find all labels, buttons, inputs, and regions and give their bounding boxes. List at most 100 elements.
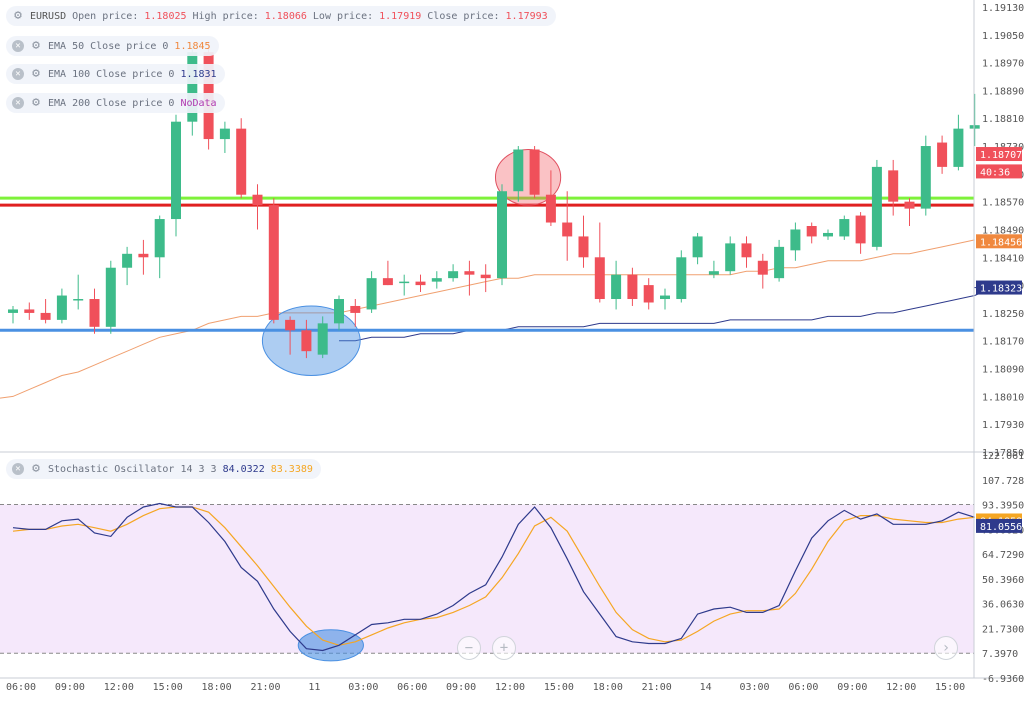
low-label: Low price:	[312, 10, 374, 22]
time-tick-label: 06:00	[788, 682, 818, 693]
candle-body	[790, 229, 801, 251]
candle-body	[969, 125, 980, 129]
candle	[122, 246, 133, 286]
gear-icon[interactable]: ⚙	[32, 461, 40, 476]
stoch-tick-label: 36.0630	[982, 600, 1024, 611]
candle	[969, 93, 980, 147]
candle-body	[823, 232, 833, 237]
candle	[350, 299, 361, 327]
candle	[464, 260, 475, 296]
price-badge-label: 40:36	[980, 167, 1010, 178]
candle	[594, 222, 605, 303]
zoom-in-button[interactable]: +	[492, 636, 516, 660]
candle-body	[513, 149, 524, 192]
price-tick-label: 1.18570	[982, 198, 1024, 209]
candle	[562, 191, 573, 261]
candle	[611, 260, 622, 310]
candle	[937, 135, 948, 174]
time-tick-label: 09:00	[837, 682, 867, 693]
candle-body	[497, 191, 507, 279]
candle-body	[317, 323, 328, 355]
close-circle-icon[interactable]: ✕	[12, 97, 24, 109]
gear-icon[interactable]: ⚙	[14, 8, 22, 23]
candle-body	[741, 243, 752, 258]
candle	[545, 170, 556, 226]
gear-icon[interactable]: ⚙	[32, 66, 40, 81]
candle-body	[888, 170, 899, 202]
ema100-label: EMA 100 Close price 0	[48, 68, 175, 80]
time-tick-label: 15:00	[544, 682, 574, 693]
candle	[105, 260, 116, 334]
candle-body	[627, 274, 638, 300]
candle	[904, 198, 915, 226]
price-badge	[976, 234, 1022, 249]
candle	[89, 288, 100, 334]
candle-body	[366, 278, 377, 310]
stoch-badge	[976, 518, 1022, 533]
open-value: 1.18025	[144, 10, 187, 22]
candle	[56, 288, 67, 324]
candle	[24, 302, 35, 320]
price-pane[interactable]	[0, 41, 992, 399]
candle	[219, 121, 230, 153]
candle	[334, 295, 344, 331]
candle	[839, 215, 850, 240]
candle	[285, 316, 296, 355]
candle-body	[904, 201, 915, 209]
close-value: 1.17993	[505, 10, 548, 22]
ema50-label: EMA 50 Close price 0	[48, 40, 169, 52]
time-tick-label: 15:00	[935, 682, 965, 693]
candle-body	[154, 219, 165, 258]
time-tick-label: 06:00	[6, 682, 36, 693]
candle	[529, 146, 540, 199]
close-circle-icon[interactable]: ✕	[12, 463, 24, 475]
symbol-name: EURUSD	[30, 10, 67, 22]
candle	[676, 250, 687, 303]
price-tick-label: 1.19050	[982, 31, 1024, 42]
price-tick-label: 1.18250	[982, 309, 1024, 320]
candle	[399, 274, 410, 296]
time-tick-label: 03:00	[348, 682, 378, 693]
candle-body	[252, 194, 263, 206]
stochastic-pane[interactable]	[0, 502, 975, 662]
candle-body	[660, 295, 670, 300]
high-label: High price:	[192, 10, 259, 22]
candle	[823, 229, 833, 240]
stochastic-label: Stochastic Oscillator 14 3 3	[48, 463, 217, 475]
candle	[415, 274, 426, 293]
ema50-value: 1.1845	[174, 40, 211, 52]
close-label: Close price:	[427, 10, 500, 22]
candle-body	[529, 149, 540, 195]
stoch-tick-label: 7.3970	[982, 649, 1018, 660]
time-tick-label: 11	[308, 682, 320, 693]
candle	[643, 278, 654, 310]
symbol-legend: ⚙ EURUSD Open price: 1.18025 High price:…	[6, 6, 556, 26]
zoom-out-button[interactable]: −	[457, 636, 481, 660]
time-tick-label: 21:00	[250, 682, 280, 693]
time-tick-label: 09:00	[55, 682, 85, 693]
close-circle-icon[interactable]: ✕	[12, 40, 24, 52]
candle-body	[431, 278, 442, 282]
gear-icon[interactable]: ⚙	[32, 38, 40, 53]
gear-icon[interactable]: ⚙	[32, 95, 40, 110]
candle	[171, 114, 181, 237]
price-badge	[976, 147, 1022, 162]
ema50-legend: ✕ ⚙ EMA 50 Close price 0 1.1845	[6, 36, 219, 56]
candle	[497, 184, 507, 286]
high-value: 1.18066	[264, 10, 307, 22]
chevron-right-circle-icon: ›	[941, 640, 951, 656]
scroll-right-button[interactable]: ›	[934, 636, 958, 660]
candle	[920, 135, 931, 216]
time-tick-label: 03:00	[739, 682, 769, 693]
ema100-value: 1.1831	[180, 68, 217, 80]
candle-body	[105, 267, 116, 327]
candle	[317, 316, 328, 359]
candle-body	[708, 271, 719, 275]
stochastic-d-line	[12, 506, 975, 646]
close-circle-icon[interactable]: ✕	[12, 68, 24, 80]
candle-body	[399, 281, 410, 284]
candle	[790, 222, 801, 261]
stochastic-k-value: 84.0322	[222, 463, 265, 475]
